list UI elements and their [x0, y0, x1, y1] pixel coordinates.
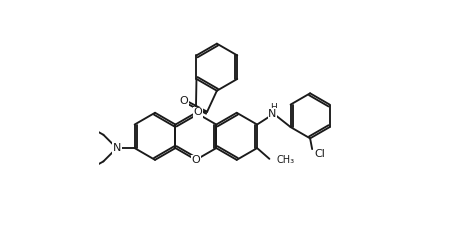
Text: CH₃: CH₃ — [276, 155, 295, 165]
Text: O: O — [180, 96, 188, 106]
Text: Cl: Cl — [315, 149, 326, 159]
Text: O: O — [193, 107, 202, 117]
Text: O: O — [192, 155, 200, 165]
Text: N: N — [112, 143, 121, 153]
Text: N: N — [268, 109, 277, 119]
Text: H: H — [270, 103, 277, 112]
